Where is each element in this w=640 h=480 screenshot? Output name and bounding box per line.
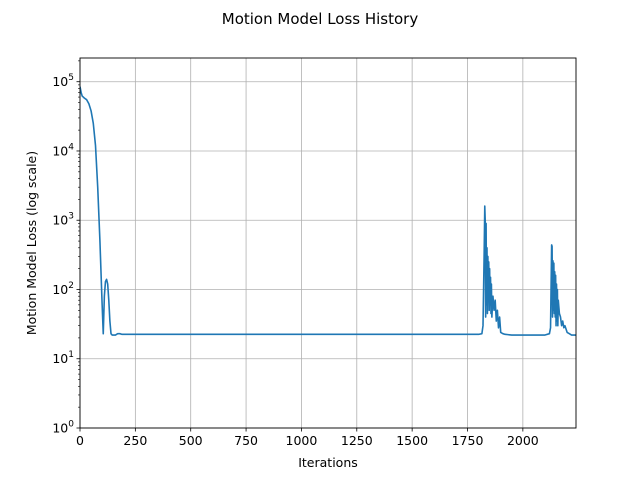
x-tick-label: 1250 [341, 433, 373, 448]
loss-series-line [80, 86, 576, 336]
y-axis-ticks: 100 101 102 103 104 105 [52, 60, 80, 436]
x-tick-label: 250 [123, 433, 147, 448]
x-tick-label: 2000 [507, 433, 539, 448]
plot-frame [79, 57, 577, 429]
y-tick-label: 105 [52, 73, 74, 89]
x-tick-label: 1000 [286, 433, 318, 448]
y-tick-label: 101 [52, 350, 74, 366]
x-tick-label: 750 [234, 433, 258, 448]
y-tick-label: 102 [52, 281, 74, 297]
y-tick-label: 104 [52, 142, 74, 158]
x-axis-label: Iterations [298, 455, 358, 470]
x-tick-label: 1500 [396, 433, 428, 448]
x-tick-label: 500 [179, 433, 203, 448]
grid-lines [79, 58, 576, 429]
y-axis-label: Motion Model Loss (log scale) [24, 151, 39, 335]
y-tick-label: 103 [52, 212, 74, 228]
y-tick-label: 100 [52, 420, 74, 436]
chart-title: Motion Model Loss History [222, 10, 419, 28]
x-tick-label: 1750 [452, 433, 484, 448]
x-tick-label: 0 [76, 433, 84, 448]
x-axis-ticks: 0 250 500 750 1000 1250 1500 1750 2000 [76, 428, 539, 448]
